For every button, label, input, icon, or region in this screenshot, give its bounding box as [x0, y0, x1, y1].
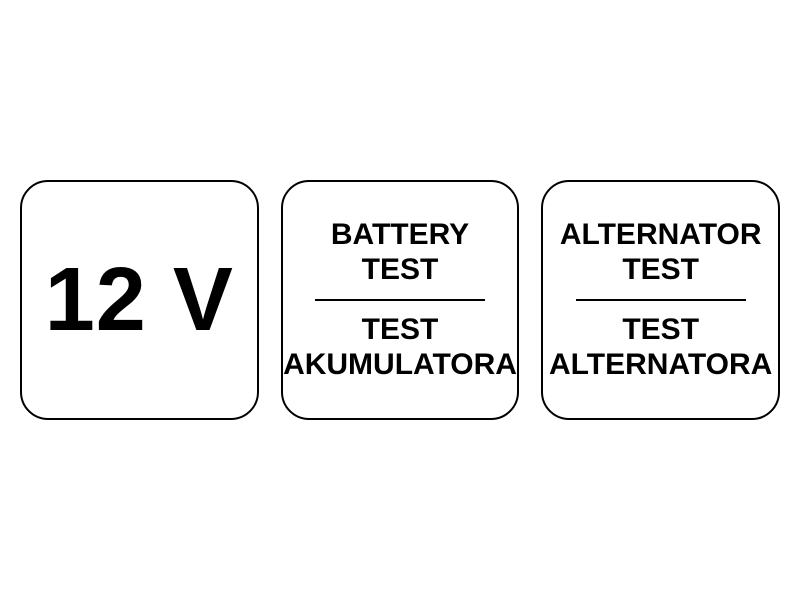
- battery-bottom-line1: TEST: [362, 313, 439, 348]
- alternator-top-group: ALTERNATOR TEST: [560, 218, 762, 287]
- battery-bottom-group: TEST AKUMULATORA: [283, 313, 517, 382]
- alternator-top-line2: TEST: [622, 253, 699, 288]
- alternator-top-line1: ALTERNATOR: [560, 218, 762, 253]
- battery-divider: [315, 299, 485, 301]
- alternator-divider: [576, 299, 746, 301]
- voltage-tile: 12 V: [20, 180, 259, 420]
- alternator-bottom-group: TEST ALTERNATORA: [549, 313, 772, 382]
- battery-bottom-line2: AKUMULATORA: [283, 348, 517, 383]
- battery-top-group: BATTERY TEST: [331, 218, 469, 287]
- battery-test-tile: BATTERY TEST TEST AKUMULATORA: [281, 180, 520, 420]
- alternator-bottom-line2: ALTERNATORA: [549, 348, 772, 383]
- battery-top-line1: BATTERY: [331, 218, 469, 253]
- alternator-test-tile: ALTERNATOR TEST TEST ALTERNATORA: [541, 180, 780, 420]
- alternator-bottom-line1: TEST: [622, 313, 699, 348]
- battery-top-line2: TEST: [362, 253, 439, 288]
- tiles-container: 12 V BATTERY TEST TEST AKUMULATORA ALTER…: [0, 0, 800, 600]
- voltage-label: 12 V: [45, 255, 234, 345]
